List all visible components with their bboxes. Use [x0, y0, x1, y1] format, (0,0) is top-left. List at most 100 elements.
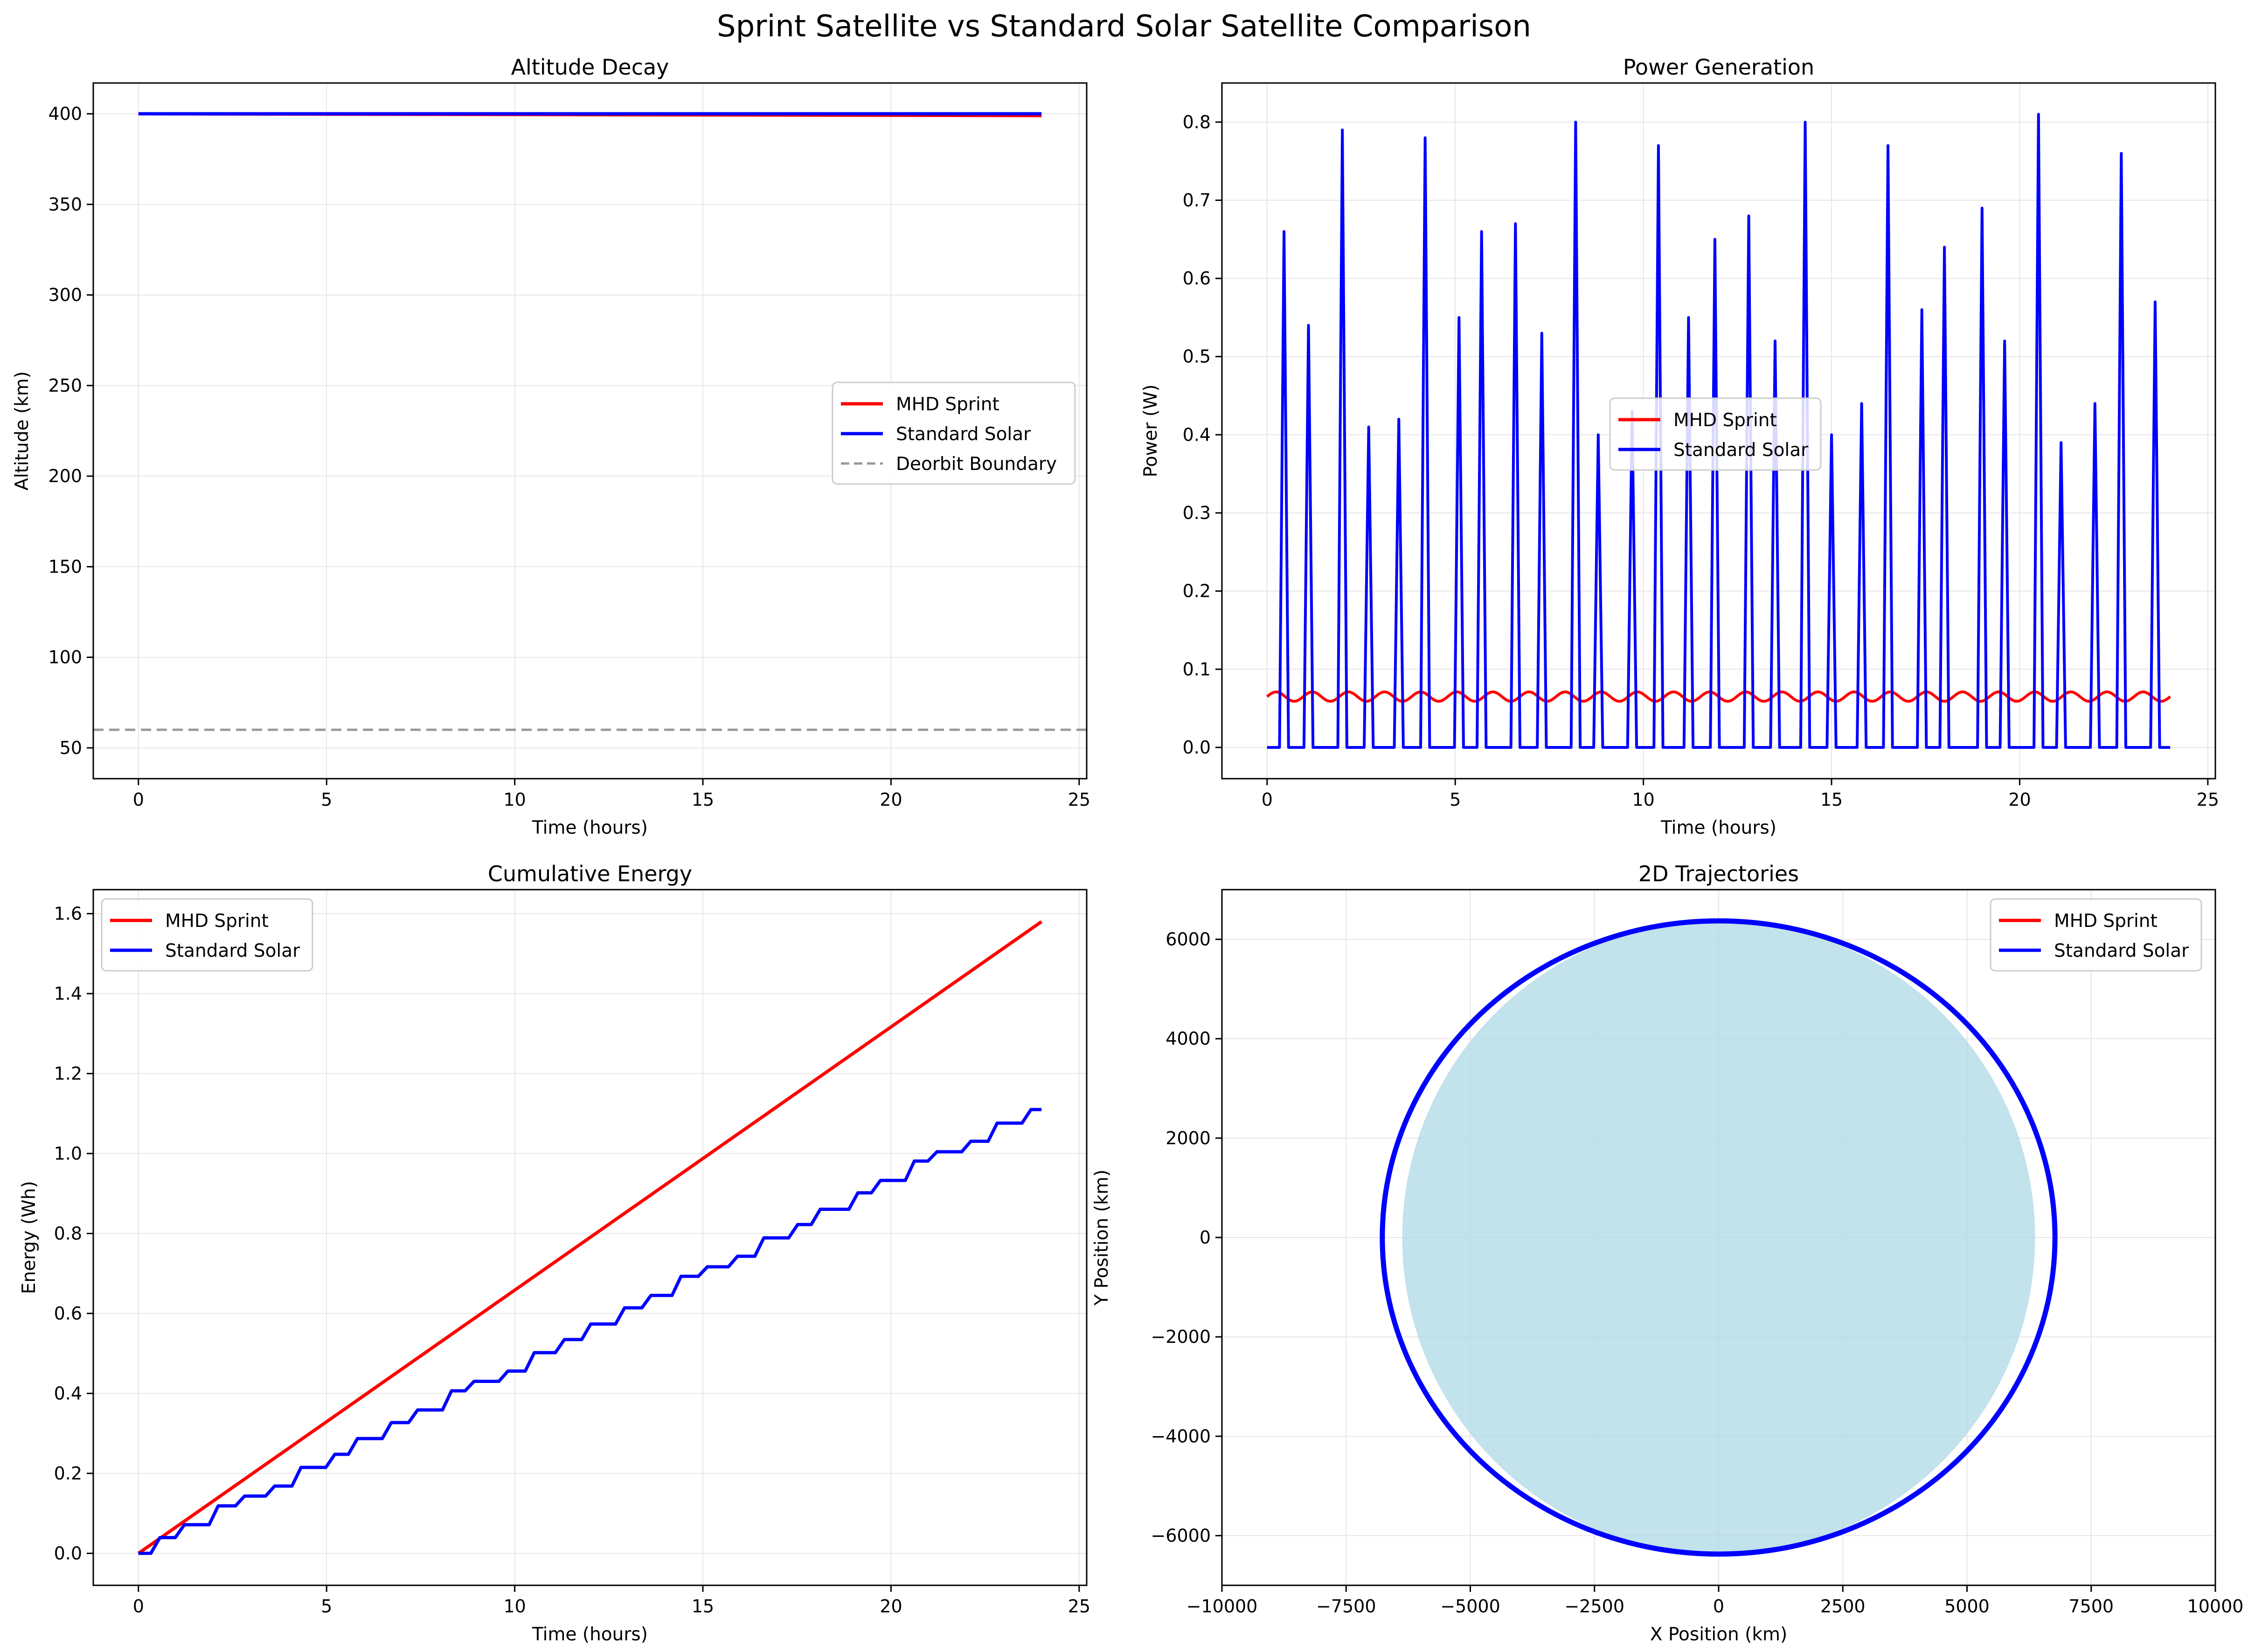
- y-tick-label: −2000: [1151, 1327, 1211, 1347]
- legend-label: MHD Sprint: [2054, 911, 2158, 932]
- y-tick-label: 6000: [1166, 929, 1211, 950]
- legend-label: MHD Sprint: [896, 394, 999, 415]
- y-tick-label: 0.1: [1183, 659, 1211, 679]
- trajectory-ticks: −10000 −7500 −5000 −2500 0 2500 5000 7500 10000 −…: [1151, 929, 2243, 1617]
- x-tick-label: −7500: [1316, 1596, 1376, 1617]
- figure-suptitle: Sprint Satellite vs Standard Solar Satel…: [717, 9, 1531, 44]
- y-tick-label: 0.0: [1183, 737, 1211, 758]
- standard-solar-orbit: [1380, 918, 2058, 1557]
- legend-box: [1990, 898, 2202, 972]
- cumulative-energy-panel: 0 5 10 15 20 25 0.0 0.2 0.4 0.6 0.8 1.0 1.2 1.4 1.6 Cu…: [19, 861, 1090, 1645]
- x-tick-label: 15: [692, 789, 714, 810]
- x-tick-label: 20: [880, 789, 902, 810]
- x-tick-label: 25: [1068, 789, 1090, 810]
- altitude-axes-frame: [92, 82, 1088, 780]
- y-tick-label: 2000: [1166, 1128, 1211, 1148]
- power-generation-panel: 0 5 10 15 20 25 0.0 0.1 0.2 0.3 0.4 0.5 0.6 0.7 0.8 Po…: [1140, 55, 2219, 838]
- legend-label: Standard Solar: [1673, 440, 1809, 461]
- mhd-sprint-line: [137, 920, 1043, 1555]
- trajectories-panel: −10000 −7500 −5000 −2500 0 2500 5000 7500 10000 −…: [1091, 861, 2243, 1645]
- x-tick-label: 10000: [2187, 1596, 2244, 1617]
- standard-solar-line: [138, 1108, 1042, 1555]
- y-tick-label: 50: [60, 738, 82, 758]
- x-tick-label: 10: [503, 789, 526, 810]
- energy-xlabel: Time (hours): [532, 1624, 648, 1645]
- power-series: [1266, 113, 2172, 749]
- x-tick-label: 5000: [1944, 1596, 1990, 1617]
- x-tick-label: 5: [321, 1596, 332, 1617]
- trajectory-xlabel: X Position (km): [1650, 1624, 1787, 1645]
- x-tick-label: −5000: [1440, 1596, 1500, 1617]
- x-tick-label: 20: [880, 1596, 902, 1617]
- x-tick-label: −2500: [1564, 1596, 1624, 1617]
- energy-ylabel: Energy (Wh): [19, 1181, 40, 1294]
- altitude-title: Altitude Decay: [511, 55, 669, 80]
- y-tick-label: 0.0: [54, 1543, 82, 1563]
- y-tick-label: 0.7: [1183, 190, 1211, 210]
- y-tick-label: 400: [48, 104, 82, 124]
- legend-box: [101, 898, 313, 972]
- power-axes-frame: [1221, 82, 2216, 780]
- energy-axes-frame: [92, 889, 1088, 1586]
- y-tick-label: 200: [48, 466, 82, 486]
- y-tick-label: −6000: [1151, 1525, 1211, 1546]
- trajectory-ylabel: Y Position (km): [1091, 1169, 1112, 1306]
- power-ticks: 0 5 10 15 20 25 0.0 0.1 0.2 0.3 0.4 0.5 0.6 0.7 0.8: [1183, 112, 2219, 810]
- legend-label: Standard Solar: [165, 940, 300, 961]
- energy-ticks: 0 5 10 15 20 25 0.0 0.2 0.4 0.6 0.8 1.0 1.2 1.4 1.6: [54, 903, 1090, 1617]
- x-tick-label: 0: [133, 789, 144, 810]
- standard-solar-line: [1267, 113, 2171, 749]
- x-tick-label: 25: [2197, 789, 2219, 810]
- trajectory-legend: MHD Sprint Standard Solar: [1990, 898, 2202, 972]
- power-title: Power Generation: [1623, 55, 1814, 80]
- y-tick-label: 0.2: [1183, 581, 1211, 601]
- energy-series: [137, 920, 1043, 1555]
- x-tick-label: 20: [2008, 789, 2031, 810]
- legend-box: [832, 381, 1076, 485]
- altitude-ylabel: Altitude (km): [12, 371, 33, 491]
- y-tick-label: −4000: [1151, 1426, 1211, 1446]
- y-tick-label: 0.5: [1183, 346, 1211, 367]
- y-tick-label: 1.6: [54, 903, 82, 924]
- y-tick-label: 1.0: [54, 1143, 82, 1164]
- x-tick-label: 2500: [1820, 1596, 1866, 1617]
- energy-title: Cumulative Energy: [488, 861, 692, 886]
- power-xlabel: Time (hours): [1660, 817, 1776, 838]
- x-tick-label: 15: [692, 1596, 714, 1617]
- legend-label: MHD Sprint: [1673, 410, 1777, 431]
- power-ylabel: Power (W): [1140, 384, 1161, 477]
- x-tick-label: 0: [133, 1596, 144, 1617]
- y-tick-label: 0.6: [1183, 268, 1211, 289]
- altitude-decay-panel: 0 5 10 15 20 25 50 100 150 200 250 300 350 400 Altitu…: [12, 55, 1090, 838]
- trajectory-series: [1380, 918, 2058, 1557]
- x-tick-label: 10: [1632, 789, 1654, 810]
- y-tick-label: 0.2: [54, 1463, 82, 1484]
- altitude-series: [93, 112, 1087, 731]
- x-tick-label: 7500: [2068, 1596, 2114, 1617]
- x-tick-label: 15: [1820, 789, 1843, 810]
- legend-label: Standard Solar: [2054, 940, 2189, 961]
- x-tick-label: 10: [503, 1596, 526, 1617]
- x-tick-label: 5: [321, 789, 332, 810]
- y-tick-label: 4000: [1166, 1029, 1211, 1049]
- x-tick-label: 0: [1713, 1596, 1724, 1617]
- x-tick-label: −10000: [1186, 1596, 1258, 1617]
- y-tick-label: 350: [48, 194, 82, 214]
- y-tick-label: 0.8: [54, 1223, 82, 1244]
- altitude-xlabel: Time (hours): [532, 817, 648, 838]
- y-tick-label: 0.8: [1183, 112, 1211, 132]
- y-tick-label: 300: [48, 285, 82, 305]
- y-tick-label: 0.4: [1183, 424, 1211, 445]
- y-tick-label: 150: [48, 556, 82, 577]
- energy-legend: MHD Sprint Standard Solar: [101, 898, 313, 972]
- y-tick-label: 0: [1200, 1227, 1211, 1248]
- altitude-legend: MHD Sprint Standard Solar Deorbit Boundary: [832, 381, 1076, 485]
- y-tick-label: 0.4: [54, 1383, 82, 1403]
- trajectory-title: 2D Trajectories: [1638, 861, 1799, 886]
- legend-label: Standard Solar: [896, 424, 1031, 445]
- legend-label: Deorbit Boundary: [896, 454, 1057, 475]
- y-tick-label: 1.2: [54, 1063, 82, 1084]
- y-tick-label: 250: [48, 375, 82, 396]
- y-tick-label: 100: [48, 647, 82, 668]
